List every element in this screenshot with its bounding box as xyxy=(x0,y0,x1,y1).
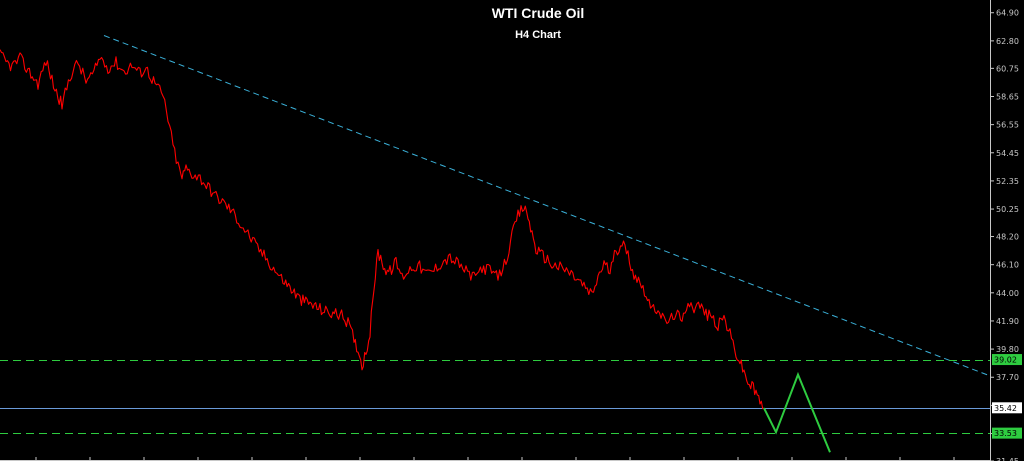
y-tick-label: 37.70 xyxy=(996,373,1019,382)
y-tick-label: 54.45 xyxy=(996,149,1019,158)
y-tick-label: 31.45 xyxy=(996,457,1019,461)
y-tick-label: 60.75 xyxy=(996,64,1019,73)
level-badge-label: 33.53 xyxy=(994,429,1017,438)
y-tick-label: 64.90 xyxy=(996,9,1019,18)
trendline xyxy=(103,35,991,377)
y-tick-label: 58.65 xyxy=(996,92,1019,101)
y-tick-label: 39.80 xyxy=(996,345,1019,354)
level-badge xyxy=(992,354,1022,366)
level-badge xyxy=(992,427,1022,439)
projection-path xyxy=(763,371,831,453)
y-tick-label: 62.80 xyxy=(996,37,1019,46)
y-tick-label: 44.00 xyxy=(996,289,1019,298)
y-tick-label: 52.35 xyxy=(996,177,1019,186)
y-tick-label: 41.90 xyxy=(996,317,1019,326)
y-tick-label: 50.25 xyxy=(996,205,1019,214)
current-price-badge xyxy=(992,402,1022,414)
price-series-line xyxy=(0,49,765,410)
level-badge-label: 39.02 xyxy=(994,356,1017,365)
chart-subtitle: H4 Chart xyxy=(515,29,561,41)
current-price-label: 35.42 xyxy=(994,404,1017,413)
y-tick-label: 46.10 xyxy=(996,261,1019,270)
chart-title: WTI Crude Oil xyxy=(492,5,585,21)
y-tick-label: 56.55 xyxy=(996,121,1019,130)
y-tick-label: 48.20 xyxy=(996,233,1019,242)
